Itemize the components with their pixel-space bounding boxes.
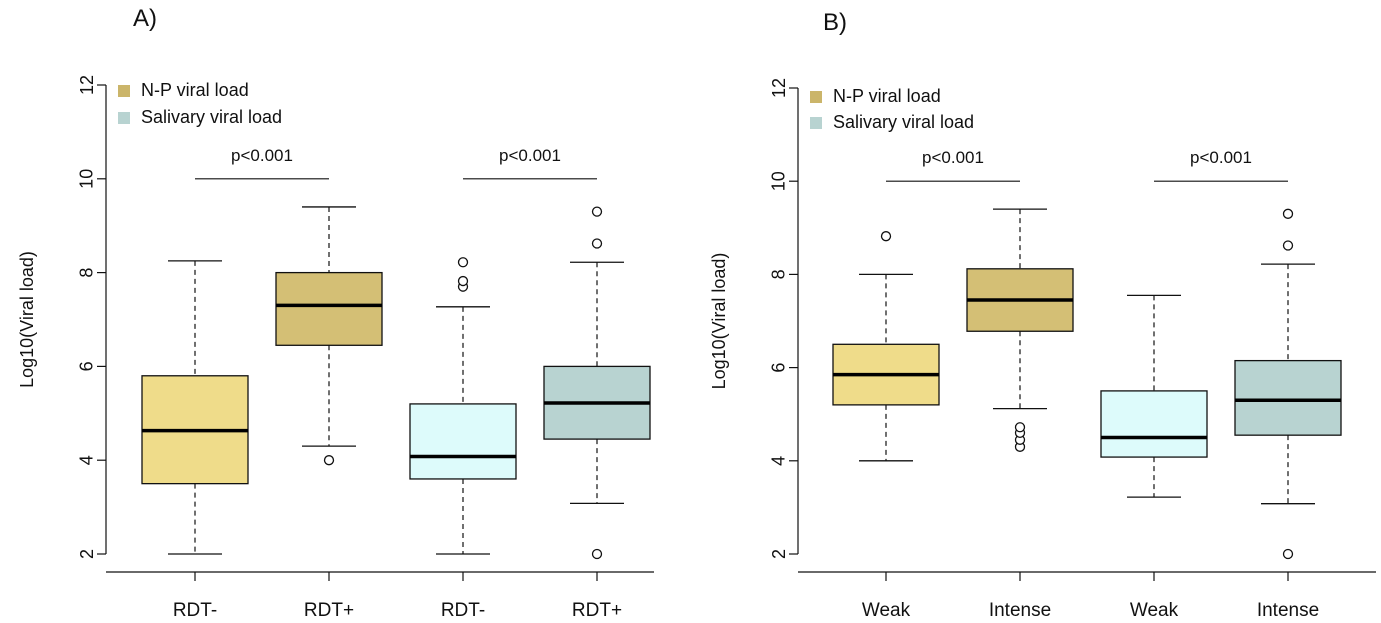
box-0 bbox=[832, 231, 940, 462]
p-value-label: p<0.001 bbox=[499, 146, 561, 165]
outlier-point bbox=[1282, 240, 1294, 251]
outlier-point bbox=[591, 238, 603, 249]
outlier-point bbox=[880, 231, 892, 242]
y-tick-label: 12 bbox=[77, 75, 97, 95]
legend-label: N-P viral load bbox=[141, 80, 249, 100]
legend: N-P viral load Salivary viral load bbox=[810, 86, 974, 132]
box-iqr bbox=[275, 271, 383, 346]
x-tick-label: Intense bbox=[1257, 600, 1319, 621]
box-0 bbox=[141, 260, 249, 555]
legend-swatch bbox=[810, 91, 822, 103]
panel-label: B) bbox=[823, 9, 847, 36]
y-tick-label: 4 bbox=[77, 455, 97, 465]
x-tick-label: RDT+ bbox=[304, 600, 354, 621]
legend-swatch bbox=[118, 112, 130, 124]
panel-a: A) 2 4 6 8 10 12 Log10(Viral load) RDT- RDT+ RDT- R… bbox=[17, 5, 654, 621]
y-tick-label: 4 bbox=[769, 456, 789, 466]
box-1 bbox=[966, 208, 1074, 452]
y-tick-label: 2 bbox=[77, 549, 97, 559]
panel-b: B) 2 4 6 8 10 12 Log10(Viral load) Weak Intense We… bbox=[709, 9, 1376, 621]
y-axis-label: Log10(Viral load) bbox=[17, 251, 37, 388]
box-1 bbox=[275, 206, 383, 466]
y-tick-label: 6 bbox=[77, 361, 97, 371]
box-3 bbox=[543, 206, 651, 560]
outlier-point bbox=[457, 257, 469, 268]
x-tick-label: RDT- bbox=[441, 600, 485, 621]
outlier-point bbox=[1282, 208, 1294, 219]
legend-swatch bbox=[118, 85, 130, 97]
y-tick-label: 8 bbox=[769, 269, 789, 279]
p-value-label: p<0.001 bbox=[1190, 148, 1252, 167]
x-tick-label: Intense bbox=[989, 600, 1051, 621]
y-tick-label: 2 bbox=[769, 549, 789, 559]
legend: N-P viral load Salivary viral load bbox=[118, 80, 282, 127]
outlier-point bbox=[591, 548, 603, 560]
y-tick-label: 6 bbox=[769, 363, 789, 373]
y-axis-label: Log10(Viral load) bbox=[709, 253, 729, 390]
box-2 bbox=[409, 257, 517, 555]
y-tick-label: 10 bbox=[769, 171, 789, 191]
outlier-point bbox=[1014, 422, 1026, 433]
outlier-point bbox=[457, 275, 469, 287]
p-value-label: p<0.001 bbox=[922, 148, 984, 167]
outlier-point bbox=[591, 206, 603, 217]
box-iqr bbox=[1234, 359, 1342, 436]
y-tick-label: 10 bbox=[77, 169, 97, 189]
legend-label: Salivary viral load bbox=[141, 107, 282, 127]
outlier-point bbox=[323, 455, 335, 466]
legend-swatch bbox=[810, 117, 822, 129]
x-tick-label: RDT- bbox=[173, 600, 217, 621]
panel-label: A) bbox=[133, 5, 157, 32]
legend-label: N-P viral load bbox=[833, 86, 941, 106]
x-tick-label: RDT+ bbox=[572, 600, 622, 621]
outlier-point bbox=[1282, 548, 1294, 560]
x-tick-label: Weak bbox=[862, 600, 911, 621]
x-tick-label: Weak bbox=[1130, 600, 1179, 621]
box-2 bbox=[1100, 294, 1208, 498]
box-iqr bbox=[409, 403, 517, 480]
y-tick-label: 12 bbox=[769, 78, 789, 98]
y-tick-label: 8 bbox=[77, 268, 97, 278]
p-value-label: p<0.001 bbox=[231, 146, 293, 165]
box-3 bbox=[1234, 208, 1342, 560]
legend-label: Salivary viral load bbox=[833, 112, 974, 132]
box-iqr bbox=[1100, 390, 1208, 458]
